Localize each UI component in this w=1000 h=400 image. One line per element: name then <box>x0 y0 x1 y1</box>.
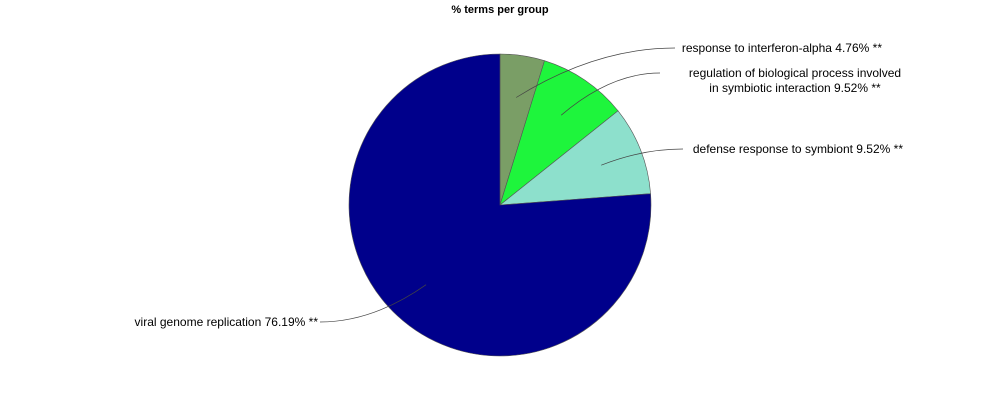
pie-slice <box>499 110 651 206</box>
pie-slice <box>499 60 619 206</box>
pie-labels: response to interferon-alpha 4.76% ** reg… <box>135 41 904 329</box>
pie-slice <box>348 53 652 357</box>
slice-label-line: defense response to symbiont 9.52% ** <box>693 142 903 156</box>
leader-line <box>560 72 661 116</box>
leader-line <box>319 284 427 323</box>
slice-label: viral genome replication 76.19% ** <box>135 315 319 329</box>
pie-slices <box>348 53 652 357</box>
leader-line <box>601 148 684 166</box>
slice-label-line: response to interferon-alpha 4.76% ** <box>682 41 882 55</box>
chart-title: % terms per group <box>451 4 548 16</box>
slice-label: defense response to symbiont 9.52% ** <box>693 142 903 156</box>
slice-label-line: regulation of biological process involve… <box>689 66 901 80</box>
leader-line <box>516 47 676 98</box>
slice-label: regulation of biological process involve… <box>689 66 901 95</box>
slice-label-line: viral genome replication 76.19% ** <box>135 315 319 329</box>
slice-label: response to interferon-alpha 4.76% ** <box>682 41 882 55</box>
slice-label-line: in symbiotic interaction 9.52% ** <box>709 81 881 95</box>
